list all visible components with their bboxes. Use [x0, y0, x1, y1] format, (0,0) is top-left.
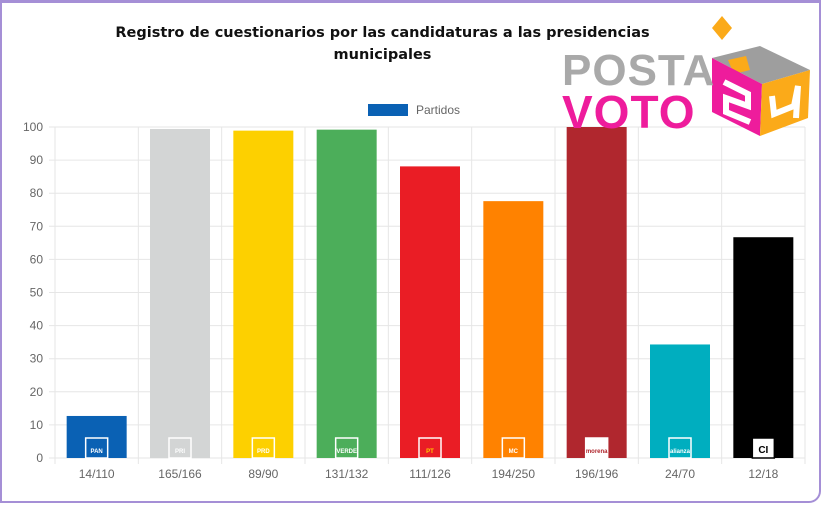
party-logo-text: alianza [670, 449, 691, 455]
party-logo-ci-icon [751, 437, 776, 459]
x-tick-label: 194/250 [492, 467, 536, 481]
chart-title-line-2: municipales [333, 47, 432, 63]
party-logo-text: PRD [257, 449, 270, 455]
bar-pri [150, 128, 210, 458]
x-tick-label: 12/18 [748, 467, 778, 481]
bar-pt [400, 166, 460, 458]
y-tick-label: 80 [30, 186, 44, 200]
y-tick-label: 20 [30, 385, 44, 399]
party-logo-prd-icon [251, 437, 276, 459]
brand-posta: POSTA [562, 46, 716, 95]
brand-voto: VOTO [562, 86, 696, 138]
y-tick-label: 40 [30, 319, 44, 333]
y-tick-label: 0 [36, 451, 43, 465]
x-tick-label: 24/70 [665, 467, 695, 481]
party-logo-text: PT [426, 449, 434, 455]
y-tick-label: 50 [30, 286, 44, 300]
party-logo-text: PAN [91, 449, 103, 455]
party-logo-text: VERDE [336, 449, 357, 455]
bar-pvem [316, 129, 377, 458]
party-logo-text: morena [586, 449, 608, 455]
party-logo-text: MC [509, 449, 519, 455]
party-logo-pvem-icon [334, 437, 359, 459]
x-tick-label: 89/90 [248, 467, 278, 481]
bar-ci [733, 237, 794, 458]
chart-title-line-1: Registro de cuestionarios por las candid… [115, 25, 650, 41]
x-tick-label: 14/110 [79, 467, 115, 481]
legend-swatch [368, 104, 408, 116]
y-tick-label: 10 [30, 418, 44, 432]
bar-morena [566, 127, 627, 458]
party-logo-pt-icon [418, 437, 442, 459]
posta-voto-logo: POSTA VOTO [560, 14, 820, 139]
vote-box-24-icon [712, 16, 810, 136]
y-tick-label: 60 [30, 252, 44, 266]
y-tick-label: 90 [30, 153, 44, 167]
chart-legend[interactable]: Partidos [368, 103, 460, 117]
legend-label: Partidos [416, 103, 461, 117]
y-tick-label: 100 [23, 120, 43, 134]
party-logo-morena-icon [584, 437, 609, 459]
party-logo-alianza-icon [668, 437, 692, 459]
x-tick-label: 131/132 [325, 467, 369, 481]
bar-mc [483, 201, 544, 459]
bar-prd [233, 130, 294, 459]
y-tick-label: 30 [30, 352, 44, 366]
party-logo-text: CI [758, 445, 768, 456]
chart-title: Registro de cuestionarios por las candid… [100, 22, 665, 66]
x-tick-label: 165/166 [158, 467, 202, 481]
x-tick-label: 111/126 [409, 467, 451, 481]
party-logo-text: PRI [175, 449, 185, 455]
y-tick-label: 70 [30, 219, 44, 233]
x-tick-label: 196/196 [575, 467, 619, 481]
party-logo-pan-icon [84, 437, 109, 459]
party-logo-pri-icon [168, 437, 192, 459]
party-logo-mc-icon [501, 437, 526, 459]
